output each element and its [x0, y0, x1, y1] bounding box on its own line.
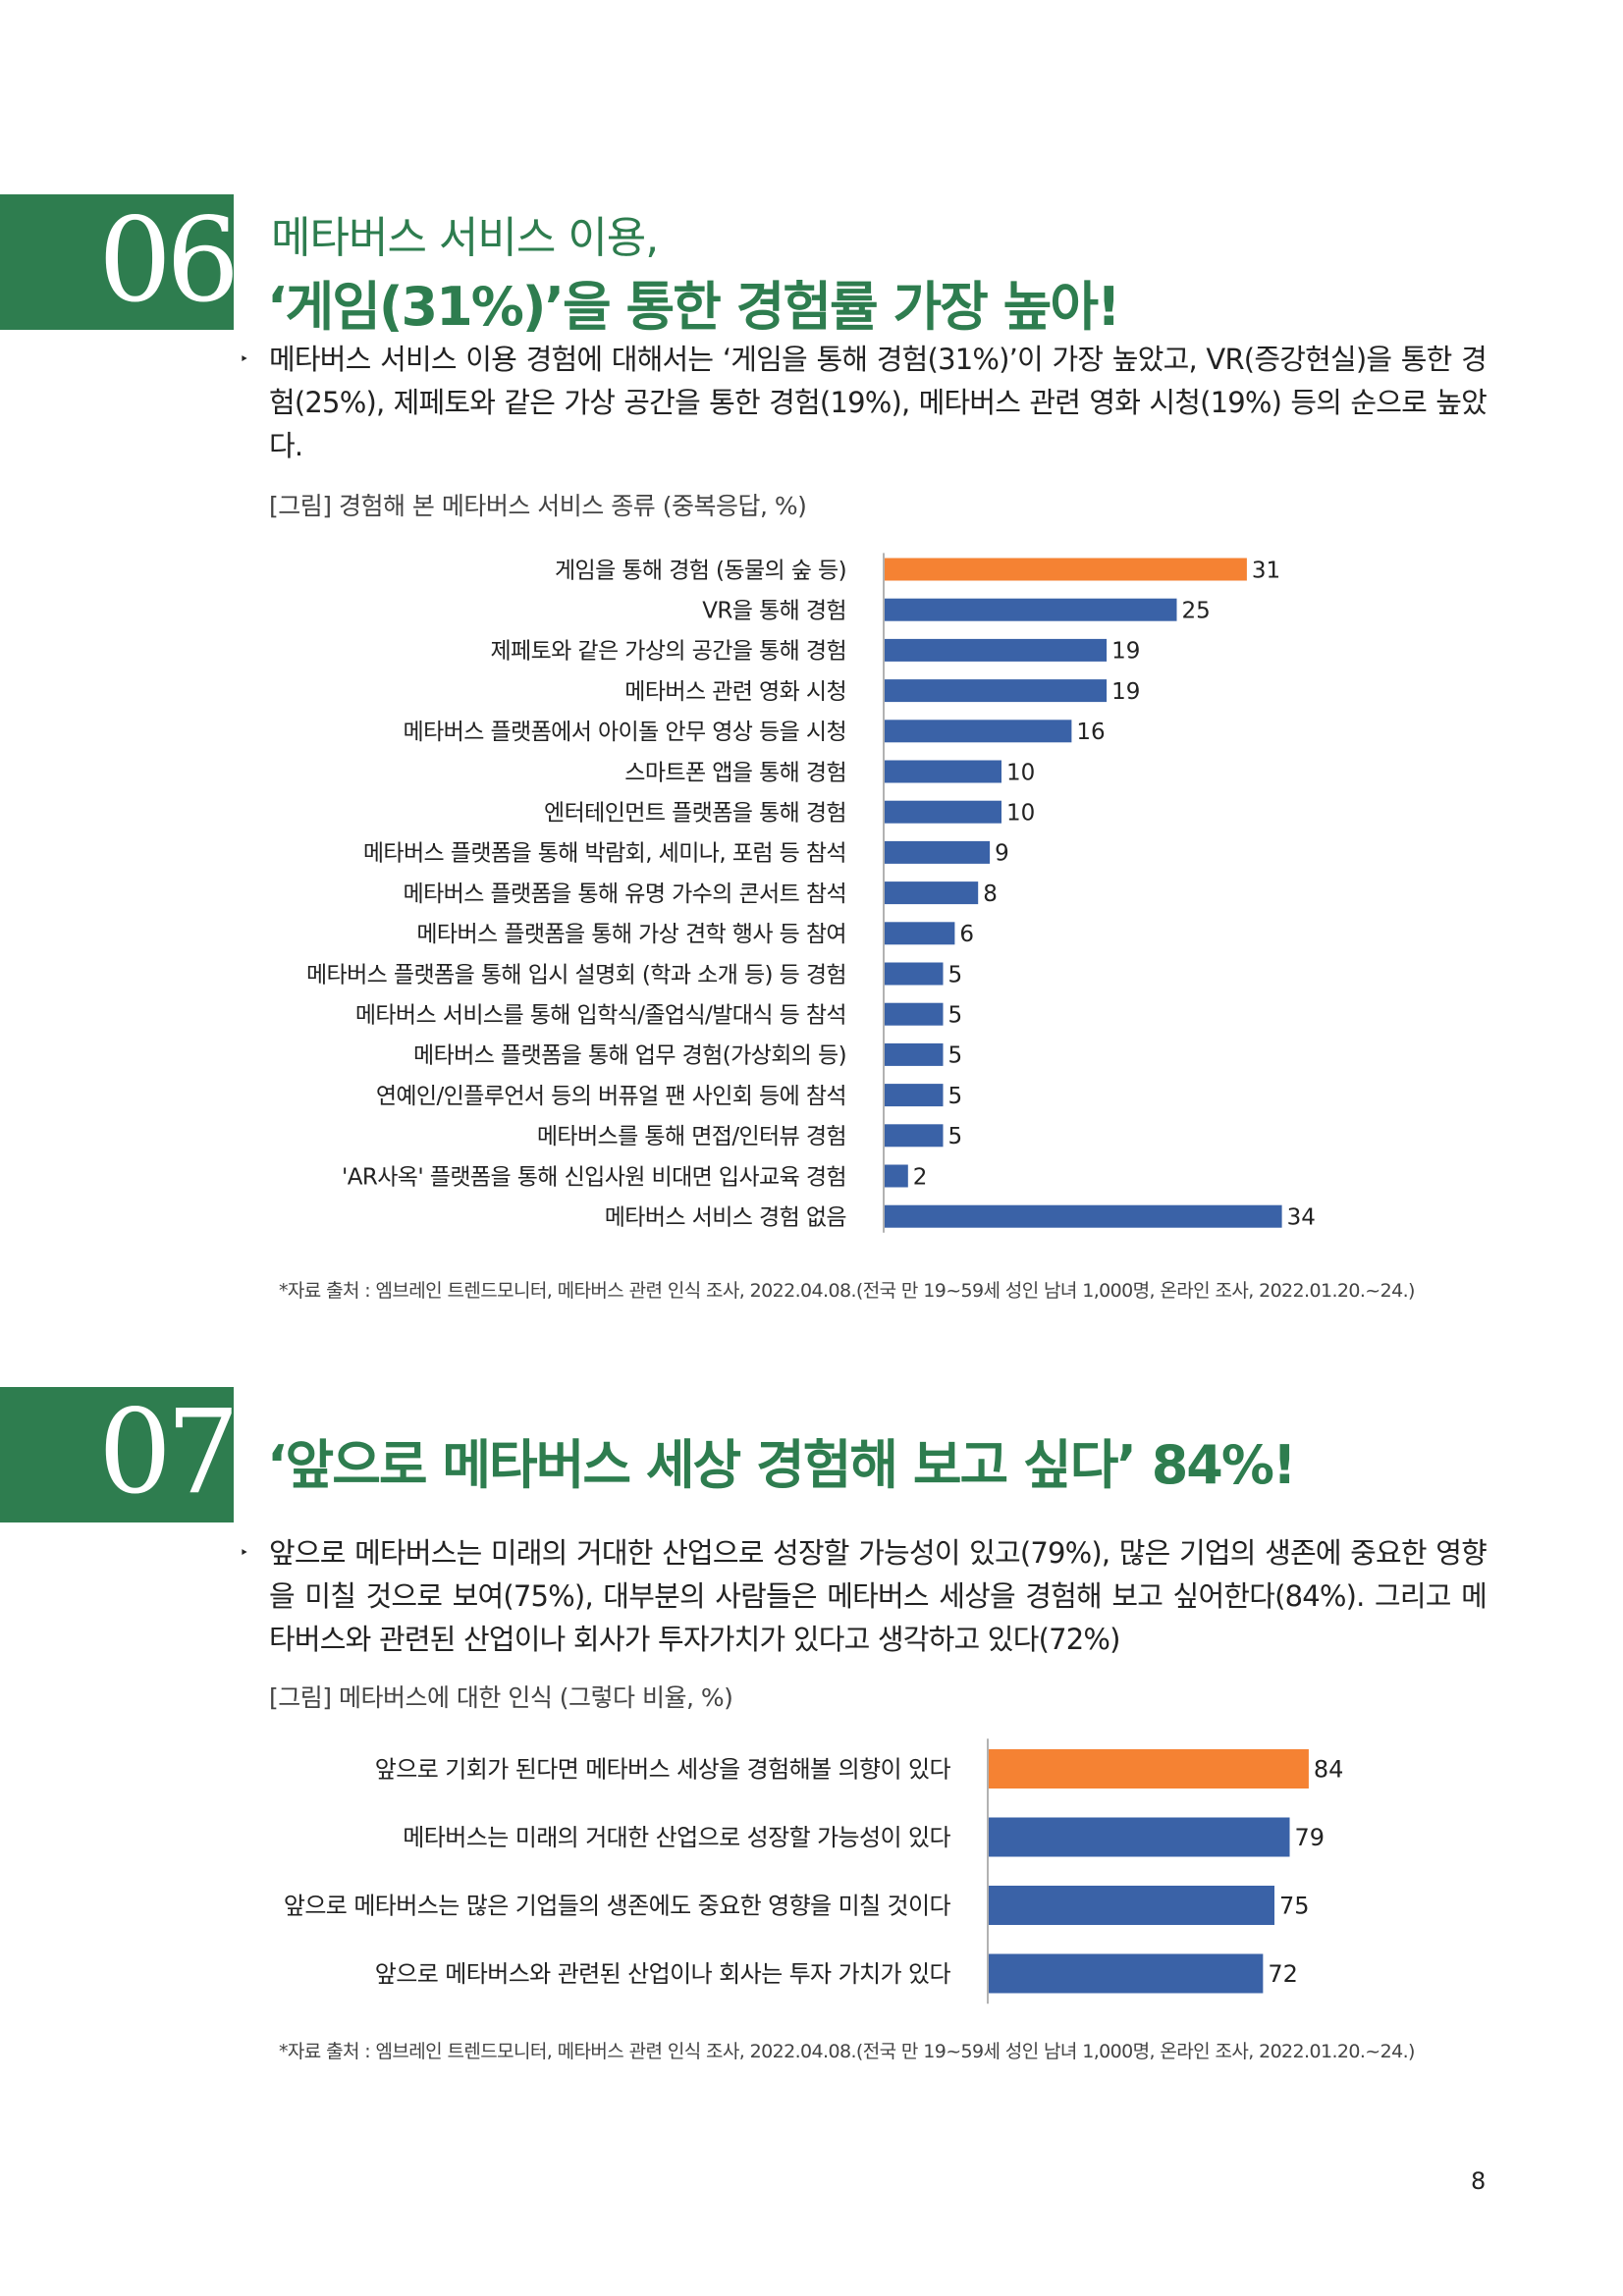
bar [989, 1749, 1309, 1789]
bar [885, 840, 991, 864]
value-label: 16 [1076, 720, 1105, 745]
section-06-paragraph-text: 메타버스 서비스 이용 경험에 대해서는 ‘게임을 통해 경험(31%)’이 가… [269, 343, 1488, 462]
value-label: 8 [983, 881, 998, 907]
category-label: 엔터테인먼트 플랫폼을 통해 경험 [544, 800, 846, 826]
chart-1-caption: [그림] 경험해 본 메타버스 서비스 종류 (중복응답, %) [269, 492, 807, 520]
section-06-title-line2: ‘게임(31%)’을 통한 경험률 가장 높아! [267, 276, 1121, 338]
value-label: 79 [1295, 1824, 1325, 1851]
value-label: 10 [1006, 800, 1035, 826]
category-label: 연예인/인플루언서 등의 버퓨얼 팬 사인회 등에 참석 [376, 1084, 846, 1109]
chart-1-source: *자료 출처 : 엠브레인 트렌드모니터, 메타버스 관련 인식 조사, 202… [279, 1280, 1415, 1302]
bar [885, 1042, 944, 1066]
category-label: 메타버스 플랫폼을 통해 가상 견학 행사 등 참여 [416, 922, 846, 947]
category-label: 앞으로 메타버스와 관련된 산업이나 회사는 투자 가치가 있다 [375, 1960, 951, 1988]
chart-2: 앞으로 기회가 된다면 메타버스 세상을 경험해볼 의향이 있다 84 메타버스는 … [0, 1730, 1623, 2004]
section-06-paragraph: ‣ 메타버스 서비스 이용 경험에 대해서는 ‘게임을 통해 경험(31%)’이… [240, 338, 1488, 467]
category-label: 메타버스 플랫폼을 통해 박람회, 세미나, 포럼 등 참석 [363, 841, 846, 867]
category-label: 메타버스 플랫폼을 통해 입시 설명회 (학과 소개 등) 등 경험 [306, 962, 846, 988]
category-label: 메타버스를 통해 면접/인터뷰 경험 [537, 1124, 846, 1149]
bar [885, 1204, 1282, 1228]
bar [885, 638, 1108, 662]
value-label: 5 [948, 1084, 963, 1109]
value-label: 9 [995, 841, 1009, 867]
category-label: 앞으로 기회가 된다면 메타버스 세상을 경험해볼 의향이 있다 [375, 1756, 951, 1784]
bar [885, 720, 1072, 743]
section-06-title-line1: 메타버스 서비스 이용, [271, 213, 659, 263]
value-label: 19 [1111, 679, 1140, 705]
bar [989, 1886, 1274, 1925]
chart-2-caption: [그림] 메타버스에 대한 인식 (그렇다 비율, %) [269, 1683, 733, 1712]
value-label: 6 [959, 922, 974, 947]
bar [885, 1002, 944, 1026]
value-label: 5 [948, 1043, 963, 1069]
bar [885, 679, 1108, 703]
value-label: 5 [948, 1002, 963, 1028]
category-label: 메타버스 플랫폼을 통해 유명 가수의 콘서트 참석 [404, 881, 846, 907]
section-06-number: 06 [98, 192, 240, 328]
bar [885, 558, 1247, 581]
section-07-title: ‘앞으로 메타버스 세상 경험해 보고 싶다’ 84%! [267, 1434, 1297, 1496]
value-label: 5 [948, 1124, 963, 1149]
bar [989, 1817, 1290, 1857]
chart-2-source: *자료 출처 : 엠브레인 트렌드모니터, 메타버스 관련 인식 조사, 202… [279, 2041, 1415, 2062]
value-label: 19 [1111, 639, 1140, 665]
chart-2-svg: 앞으로 기회가 된다면 메타버스 세상을 경험해볼 의향이 있다 84 메타버스는 … [284, 1738, 1344, 2004]
value-label: 31 [1252, 558, 1280, 583]
section-06-number-block [0, 194, 234, 330]
section-07-paragraph: ‣ 앞으로 메타버스는 미래의 거대한 산업으로 성장할 가능성이 있고(79%… [240, 1531, 1488, 1661]
category-label: 게임을 통해 경험 (동물의 숲 등) [555, 558, 846, 583]
page-number: 8 [1471, 2167, 1487, 2195]
category-label: 메타버스 서비스 경험 없음 [605, 1204, 846, 1230]
category-label: 앞으로 메타버스는 많은 기업들의 생존에도 중요한 영향을 미칠 것이다 [284, 1893, 951, 1920]
value-label: 72 [1268, 1960, 1298, 1988]
category-label: VR을 통해 경험 [702, 598, 846, 623]
value-label: 2 [913, 1164, 928, 1190]
bar [885, 800, 1001, 824]
chart-1: 게임을 통해 경험 (동물의 숲 등) 31 VR을 통해 경험 25 제페토와 같은 … [0, 540, 1623, 1247]
value-label: 25 [1182, 598, 1211, 623]
bar [989, 1953, 1264, 1994]
bullet-icon: ‣ [240, 349, 248, 368]
bar [885, 1164, 908, 1188]
section-07-number: 07 [98, 1384, 240, 1520]
bar [885, 881, 979, 905]
category-label: 제페토와 같은 가상의 공간을 통해 경험 [490, 639, 846, 665]
bar [885, 1124, 944, 1148]
section-07-paragraph-text: 앞으로 메타버스는 미래의 거대한 산업으로 성장할 가능성이 있고(79%),… [269, 1536, 1488, 1656]
category-label: 메타버스 서비스를 통해 입학식/졸업식/발대식 등 참석 [355, 1002, 846, 1028]
bar [885, 760, 1001, 783]
category-label: 메타버스 관련 영화 시청 [624, 679, 846, 705]
section-07-number-block [0, 1387, 234, 1522]
value-label: 75 [1279, 1893, 1310, 1920]
category-label: 'AR사옥' 플랫폼을 통해 신입사원 비대면 입사교육 경험 [342, 1164, 846, 1190]
bar [885, 962, 944, 986]
value-label: 5 [948, 962, 963, 988]
category-label: 스마트폰 앱을 통해 경험 [624, 760, 846, 785]
category-label: 메타버스 플랫폼을 통해 업무 경험(가상회의 등) [413, 1043, 846, 1069]
bullet-icon: ‣ [240, 1543, 248, 1562]
value-label: 84 [1314, 1756, 1344, 1784]
bar [885, 598, 1177, 621]
category-label: 메타버스 플랫폼에서 아이돌 안무 영상 등을 시청 [404, 720, 846, 745]
category-label: 메타버스는 미래의 거대한 산업으로 성장할 가능성이 있다 [403, 1824, 950, 1851]
value-label: 34 [1287, 1204, 1316, 1230]
bar [885, 1084, 944, 1107]
bar [885, 922, 955, 945]
value-label: 10 [1006, 760, 1035, 785]
